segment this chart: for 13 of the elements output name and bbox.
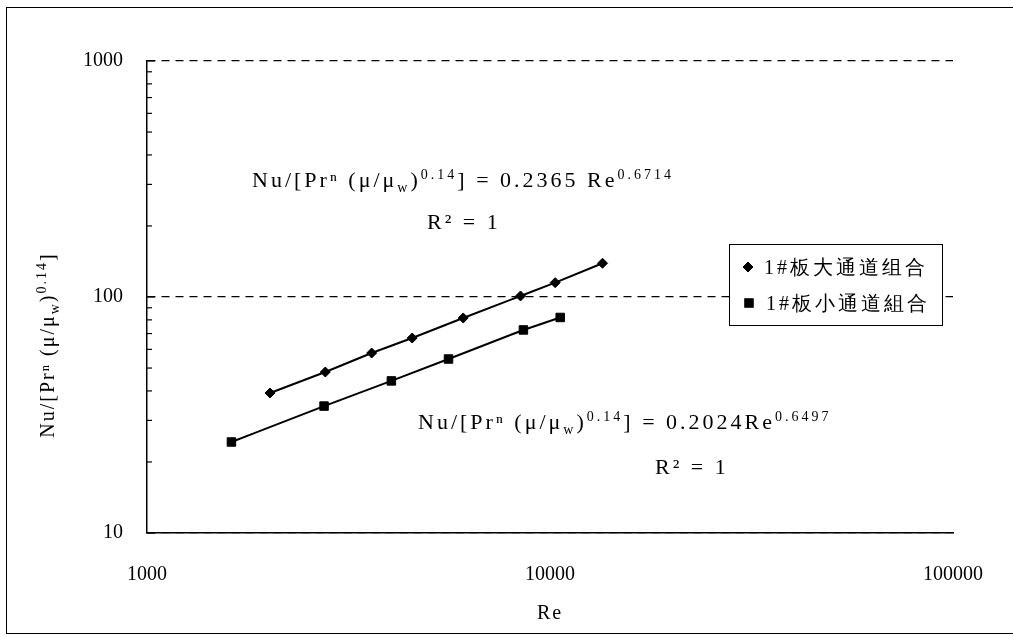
annotation: R² = 1 [427,208,501,235]
x-tick-label: 10000 [525,562,575,585]
x-axis-title: Re [536,601,564,623]
legend-label: 1#板小通道組合 [766,290,930,316]
legend-label: 1#板大通道组合 [764,254,928,280]
y-tick-label: 100 [93,284,123,307]
annotation: R² = 1 [655,453,729,480]
x-tick-label: 100000 [923,562,983,585]
y-tick-label: 10 [103,520,123,543]
y-tick-label: 1000 [83,48,123,71]
x-tick-label: 1000 [127,562,167,585]
annotation: Nu/[Prⁿ (μ/μ$_{w}$)$^{0.14}$] = 0.2365 Re$^{0.6714}$ [252,166,674,196]
annotation: Nu/[Prⁿ (μ/μ$_{w}$)$^{0.14}$] = 0.2024Re$^{0.6497}$ [418,408,832,438]
